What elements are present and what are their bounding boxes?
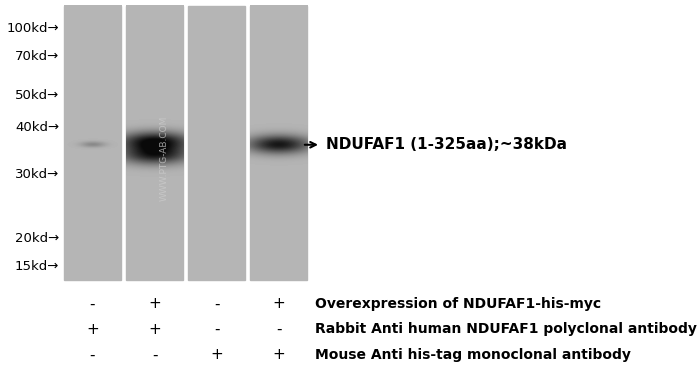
Text: +: + xyxy=(148,296,161,311)
Text: -: - xyxy=(276,322,282,337)
Bar xyxy=(187,6,245,280)
Text: Mouse Anti his-tag monoclonal antibody: Mouse Anti his-tag monoclonal antibody xyxy=(316,348,631,362)
Text: +: + xyxy=(210,347,223,362)
Text: 15kd→: 15kd→ xyxy=(15,261,59,273)
Text: Rabbit Anti human NDUFAF1 polyclonal antibody: Rabbit Anti human NDUFAF1 polyclonal ant… xyxy=(316,322,697,337)
Text: -: - xyxy=(152,347,158,362)
Text: -: - xyxy=(90,296,95,311)
Text: NDUFAF1 (1-325aa);~38kDa: NDUFAF1 (1-325aa);~38kDa xyxy=(326,137,567,152)
Text: -: - xyxy=(214,296,220,311)
Text: WWW.PTG-AB.COM: WWW.PTG-AB.COM xyxy=(160,115,169,201)
Text: +: + xyxy=(272,347,285,362)
Text: 20kd→: 20kd→ xyxy=(15,232,59,245)
Text: -: - xyxy=(90,347,95,362)
Text: 40kd→: 40kd→ xyxy=(15,121,59,134)
Text: +: + xyxy=(148,322,161,337)
Text: -: - xyxy=(214,322,220,337)
Text: 30kd→: 30kd→ xyxy=(15,168,59,181)
Text: +: + xyxy=(86,322,99,337)
Text: 100kd→: 100kd→ xyxy=(7,22,59,35)
Bar xyxy=(125,6,183,280)
Text: Overexpression of NDUFAF1-his-myc: Overexpression of NDUFAF1-his-myc xyxy=(316,297,602,311)
Bar xyxy=(250,6,307,280)
Bar xyxy=(63,6,121,280)
Text: 70kd→: 70kd→ xyxy=(15,50,59,63)
Text: 50kd→: 50kd→ xyxy=(15,89,59,102)
Text: +: + xyxy=(272,296,285,311)
